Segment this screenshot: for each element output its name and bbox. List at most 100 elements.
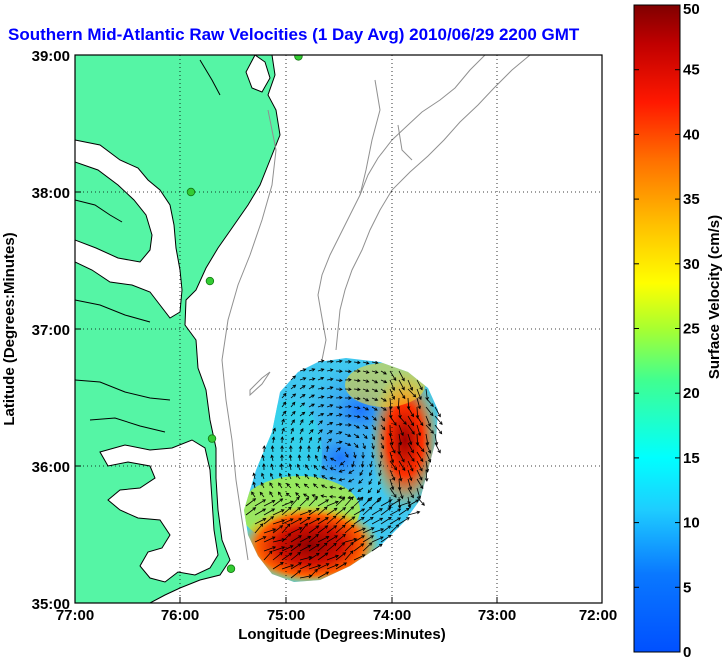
vector-arrow-head	[338, 495, 342, 499]
vector-arrow	[434, 433, 438, 445]
vector-arrow-head	[270, 516, 275, 520]
vector-arrow	[398, 460, 406, 471]
vector-arrow-head	[368, 506, 373, 510]
vector-arrow	[335, 397, 343, 399]
vector-arrow	[407, 451, 415, 462]
vector-arrow	[308, 544, 320, 552]
vector-arrow	[389, 415, 397, 426]
vector-arrow	[304, 474, 310, 480]
colorbar-label: Surface Velocity (cm/s)	[706, 215, 723, 379]
vector-arrow-head	[383, 398, 387, 402]
vector-arrow-head	[289, 518, 294, 522]
vector-arrow	[326, 422, 333, 426]
vector-arrow-head	[347, 495, 352, 500]
vector-arrow	[323, 455, 328, 462]
vector-arrow	[407, 469, 412, 481]
vector-arrow-head	[330, 359, 334, 364]
vector-arrow	[278, 482, 283, 489]
vector-arrow-head	[298, 535, 302, 539]
vector-arrow	[305, 464, 310, 471]
vector-arrow	[398, 415, 407, 425]
vector-arrow-head	[303, 483, 308, 488]
vector-arrow	[272, 538, 285, 543]
vector-arrow-head	[287, 472, 292, 477]
vector-arrow-head	[348, 423, 352, 427]
vector-arrow	[416, 424, 421, 436]
vector-arrow	[362, 433, 368, 439]
vector-arrow	[344, 442, 351, 446]
vector-arrow	[317, 377, 324, 381]
colorbar-ticks: 0 5 10 15 20 25 30 35 40 45 50	[634, 1, 700, 659]
vector-arrow	[362, 506, 373, 516]
vector-arrow	[425, 451, 431, 463]
vector-arrow-head	[341, 497, 346, 501]
vector-arrow-head	[338, 486, 343, 491]
vector-arrow-head	[307, 563, 312, 567]
vector-arrow	[397, 397, 400, 410]
vector-arrow	[389, 370, 397, 381]
vector-arrow-head	[345, 454, 349, 458]
vector-arrow	[299, 497, 309, 507]
vector-arrow	[270, 473, 274, 480]
vector-arrow-head	[335, 500, 339, 505]
vector-arrow-head	[262, 463, 266, 467]
station-markers	[186, 55, 303, 573]
vector-arrow	[321, 475, 328, 480]
vector-arrow-head	[397, 499, 401, 503]
vector-arrow	[335, 360, 342, 363]
y-tick-label: 35:00	[32, 596, 70, 613]
vector-arrow	[272, 562, 284, 570]
vector-arrow	[357, 487, 364, 492]
vector-arrow	[295, 492, 301, 498]
vector-arrow	[290, 543, 301, 552]
vector-arrow	[317, 542, 328, 552]
vector-arrow	[315, 455, 319, 462]
vector-arrow-head	[301, 385, 306, 389]
vector-arrow	[371, 451, 374, 458]
vector-arrow-head	[361, 535, 365, 539]
vector-arrow	[317, 404, 324, 408]
vector-arrow	[389, 517, 401, 525]
vector-arrow	[281, 545, 293, 552]
vector-arrow-head	[289, 445, 293, 449]
vector-arrow	[362, 516, 374, 525]
vector-arrow-head	[365, 379, 370, 383]
vector-arrow	[272, 519, 285, 525]
vector-arrow	[389, 524, 399, 534]
vector-arrow	[308, 420, 314, 426]
vector-arrow	[281, 411, 287, 417]
vector-arrow-head	[271, 508, 276, 512]
vector-arrow	[290, 535, 302, 543]
vector-arrow-head	[338, 359, 343, 364]
y-axis-label: Latitude (Degrees:Minutes)	[1, 232, 18, 425]
vector-arrow-head	[311, 368, 316, 372]
vector-arrow	[398, 406, 401, 418]
vector-arrow-head	[332, 515, 337, 519]
vector-arrow	[344, 550, 354, 561]
vector-arrow-head	[270, 463, 274, 468]
vector-arrow	[281, 523, 291, 534]
vector-arrow	[281, 518, 294, 525]
vector-arrow	[308, 403, 315, 408]
vector-arrow-head	[310, 419, 314, 424]
vector-arrow-head	[392, 449, 396, 454]
vector-arrow	[295, 483, 301, 489]
vector-arrow-head	[391, 387, 395, 391]
vector-arrow	[326, 446, 329, 453]
vector-arrow-head	[405, 507, 410, 512]
y-tick-label: 37:00	[32, 322, 70, 339]
vector-arrow-head	[415, 442, 420, 446]
vector-arrow-head	[251, 491, 255, 496]
vector-arrow-head	[339, 405, 343, 410]
vector-arrow-head	[277, 491, 282, 496]
vector-arrow	[299, 563, 312, 570]
vector-arrow-head	[320, 386, 325, 391]
vector-arrow-head	[311, 494, 316, 498]
vector-arrow	[380, 406, 387, 411]
vector-arrow	[330, 486, 337, 489]
vector-arrow	[353, 554, 366, 561]
vector-arrow-head	[348, 378, 352, 382]
vector-arrow	[253, 473, 256, 480]
vector-arrow	[380, 442, 384, 449]
vector-arrow-head	[409, 477, 413, 482]
